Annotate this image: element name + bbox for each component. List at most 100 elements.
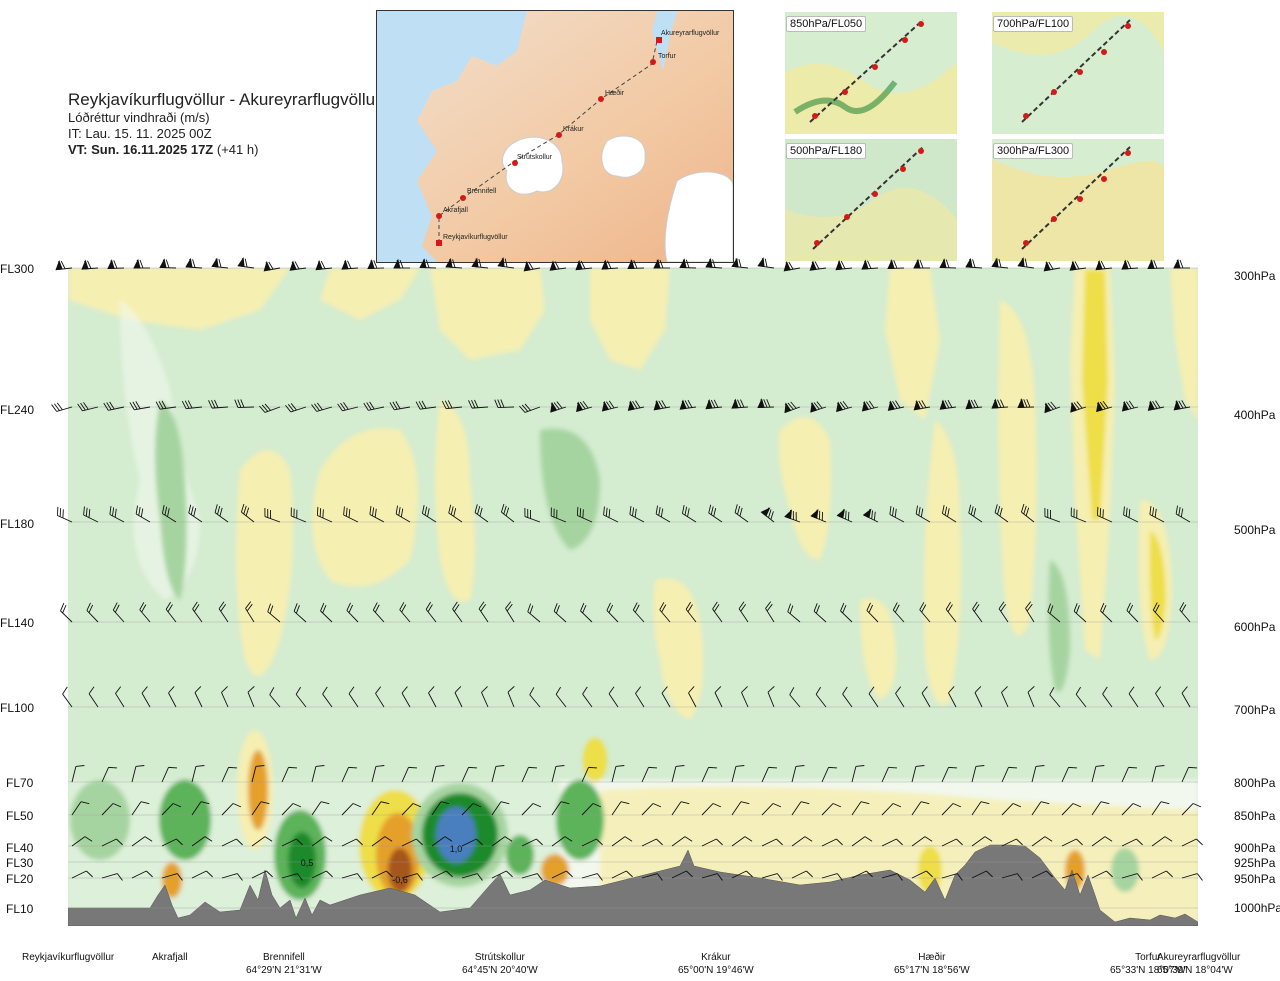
- barb-feather: [472, 803, 482, 808]
- wind-barb: [1121, 400, 1139, 412]
- barb-shaft: [341, 873, 358, 879]
- barb-feather: [615, 765, 625, 767]
- barb-feather: [290, 403, 297, 411]
- barb-shaft: [941, 873, 958, 879]
- marker-brennifell: [460, 195, 466, 201]
- barb-feather: [176, 838, 183, 846]
- barb-feather: [952, 803, 962, 808]
- barb-shaft: [551, 801, 562, 816]
- barb-shaft: [789, 694, 801, 708]
- barb-pennant: [315, 260, 323, 271]
- barb-shaft: [221, 767, 229, 783]
- barb-feather: [969, 258, 973, 268]
- barb-feather: [819, 510, 821, 520]
- barb-shaft: [311, 801, 322, 816]
- wind-barb: [452, 601, 463, 623]
- wind-barb: [401, 838, 423, 847]
- thumb-500hpa[interactable]: 500hPa/FL180: [785, 139, 957, 261]
- barb-pennant: [913, 399, 921, 411]
- barb-feather: [384, 836, 393, 842]
- wind-barb: [789, 687, 801, 708]
- barb-feather: [194, 686, 202, 693]
- barb-shaft: [761, 767, 769, 783]
- barb-feather: [425, 601, 431, 610]
- barb-feather: [192, 259, 196, 268]
- barb-feather: [529, 687, 535, 695]
- barb-feather: [840, 260, 846, 269]
- wind-barb: [315, 260, 333, 271]
- waypoint-markers: [436, 37, 662, 246]
- wind-barb: [251, 765, 265, 783]
- barb-feather: [790, 401, 797, 409]
- wind-barbs: [51, 257, 1203, 881]
- barb-feather: [588, 766, 598, 769]
- barb-feather: [840, 602, 845, 612]
- barb-shaft: [1031, 766, 1037, 783]
- barb-shaft: [1075, 694, 1087, 708]
- wind-barb: [791, 765, 805, 783]
- wind-barb: [1091, 870, 1113, 879]
- barb-feather: [832, 803, 842, 808]
- barb-feather: [475, 258, 479, 268]
- wind-barb: [221, 803, 242, 816]
- thumb-300hpa[interactable]: 300hPa/FL300: [992, 139, 1164, 261]
- barb-feather: [269, 605, 274, 614]
- barb-feather: [740, 399, 745, 408]
- map-label-haedir: Hæðir: [605, 89, 625, 97]
- wind-barb: [971, 870, 993, 879]
- barb-feather: [1046, 870, 1053, 878]
- thumb-label: 700hPa/FL100: [993, 16, 1074, 32]
- map-label-strutskollur: Strútskollur: [517, 154, 553, 161]
- barb-pennant: [419, 258, 427, 269]
- barb-feather: [348, 604, 354, 613]
- barb-pennant: [679, 258, 687, 269]
- barb-feather: [146, 870, 153, 878]
- barb-feather: [811, 261, 817, 270]
- barb-feather: [161, 505, 165, 514]
- barb-feather: [184, 400, 190, 409]
- thumb-700hpa[interactable]: 700hPa/FL100: [992, 12, 1164, 134]
- barb-shaft: [921, 692, 931, 708]
- barb-pennant: [1095, 260, 1103, 271]
- barb-feather: [836, 402, 843, 411]
- barb-feather: [86, 602, 91, 611]
- hpa-label: 300hPa: [1234, 269, 1276, 283]
- contour-label-min: -0,6: [392, 875, 408, 885]
- wind-barb: [866, 602, 879, 623]
- barb-shaft: [191, 766, 197, 783]
- wind-barb: [165, 601, 177, 623]
- route-map-svg: Akureyrarflugvöllur Torfur Hæðir Krákur …: [377, 11, 733, 262]
- barb-feather: [566, 870, 573, 878]
- downdraft-area: [435, 400, 475, 602]
- barb-feather: [267, 509, 269, 518]
- barb-feather: [579, 508, 582, 517]
- barb-feather: [296, 509, 298, 519]
- barb-shaft: [161, 767, 169, 783]
- wind-barb: [627, 400, 645, 411]
- quantity-subtitle: Lóðréttur vindhraði (m/s): [68, 110, 210, 125]
- barb-feather: [892, 401, 898, 409]
- barb-shaft: [1121, 873, 1138, 879]
- barb-feather: [292, 803, 302, 808]
- wind-barb: [112, 602, 125, 623]
- barb-shaft: [251, 836, 266, 847]
- wind-barb: [892, 602, 905, 623]
- barb-shaft: [941, 838, 957, 847]
- barb-feather: [192, 601, 198, 610]
- barb-shaft: [911, 836, 926, 847]
- wind-barb: [1149, 505, 1165, 523]
- barb-feather: [112, 602, 118, 611]
- barb-feather: [1050, 401, 1057, 409]
- fl-label: FL30: [6, 856, 34, 870]
- barb-pennant: [341, 259, 349, 270]
- wind-barb: [821, 766, 838, 783]
- thumb-850hpa[interactable]: 850hPa/FL050: [785, 12, 957, 134]
- contour-label-max: 1,0: [450, 844, 463, 854]
- wind-barb: [731, 257, 749, 269]
- fl-label: FL140: [0, 616, 35, 630]
- barb-feather: [524, 507, 526, 517]
- barb-feather: [816, 401, 823, 409]
- barb-feather: [372, 602, 378, 611]
- barb-shaft: [341, 767, 349, 783]
- barb-feather: [972, 259, 976, 268]
